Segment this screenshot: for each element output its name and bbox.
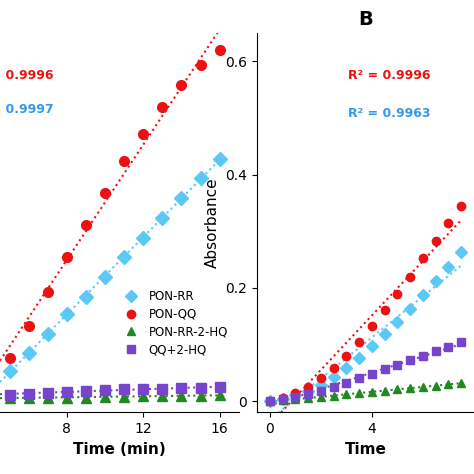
Line: PON-RR: PON-RR [5,154,225,375]
X-axis label: Time: Time [345,442,386,456]
PON-RR-2-HQ [198,393,203,399]
Text: R² = 0.9996: R² = 0.9996 [348,69,430,82]
PON-QQ [64,255,70,260]
QQ+2-HQ [102,387,108,392]
PON-RR [64,311,70,317]
QQ+2-HQ [198,385,203,391]
PON-RR-2-HQ [121,394,127,400]
PON-QQ [83,222,89,228]
PON-RR-2-HQ [159,393,165,399]
PON-RR-2-HQ [7,395,12,401]
QQ+2-HQ [217,384,222,390]
Text: R² = 0.9997: R² = 0.9997 [0,103,54,116]
PON-QQ [159,104,165,110]
Line: PON-RR-2-HQ: PON-RR-2-HQ [5,390,225,402]
PON-QQ [102,191,108,196]
QQ+2-HQ [26,391,31,397]
PON-QQ [121,158,127,164]
Title: B: B [358,10,373,29]
PON-QQ [217,47,222,53]
PON-RR [102,274,108,280]
QQ+2-HQ [159,386,165,392]
PON-RR-2-HQ [64,395,70,401]
Text: R² = 0.9963: R² = 0.9963 [348,107,430,119]
PON-RR [121,255,127,260]
Legend: PON-RR, PON-QQ, PON-RR-2-HQ, QQ+2-HQ: PON-RR, PON-QQ, PON-RR-2-HQ, QQ+2-HQ [115,285,233,361]
PON-RR-2-HQ [140,393,146,399]
PON-RR-2-HQ [26,395,31,401]
PON-RR-2-HQ [179,393,184,399]
PON-RR-2-HQ [102,394,108,400]
PON-RR [198,175,203,181]
PON-QQ [140,131,146,137]
Line: QQ+2-HQ: QQ+2-HQ [5,383,225,400]
QQ+2-HQ [121,386,127,392]
PON-RR [217,156,222,162]
QQ+2-HQ [45,390,51,395]
QQ+2-HQ [179,385,184,391]
X-axis label: Time (min): Time (min) [73,442,166,456]
PON-RR [159,215,165,221]
PON-RR [45,331,51,337]
PON-RR-2-HQ [45,395,51,401]
PON-QQ [26,323,31,329]
Line: PON-QQ: PON-QQ [5,46,225,363]
PON-QQ [198,63,203,68]
PON-RR [140,235,146,240]
QQ+2-HQ [83,388,89,393]
QQ+2-HQ [64,389,70,394]
PON-RR [7,368,12,374]
PON-QQ [179,82,184,88]
PON-QQ [7,356,12,361]
PON-RR-2-HQ [83,395,89,401]
PON-RR-2-HQ [217,392,222,398]
Y-axis label: Absorbance: Absorbance [205,177,219,268]
PON-RR [26,350,31,356]
PON-QQ [45,289,51,294]
PON-RR [179,195,184,201]
Text: R² = 0.9996: R² = 0.9996 [0,69,54,82]
QQ+2-HQ [7,392,12,398]
PON-RR [83,294,89,300]
QQ+2-HQ [140,386,146,392]
